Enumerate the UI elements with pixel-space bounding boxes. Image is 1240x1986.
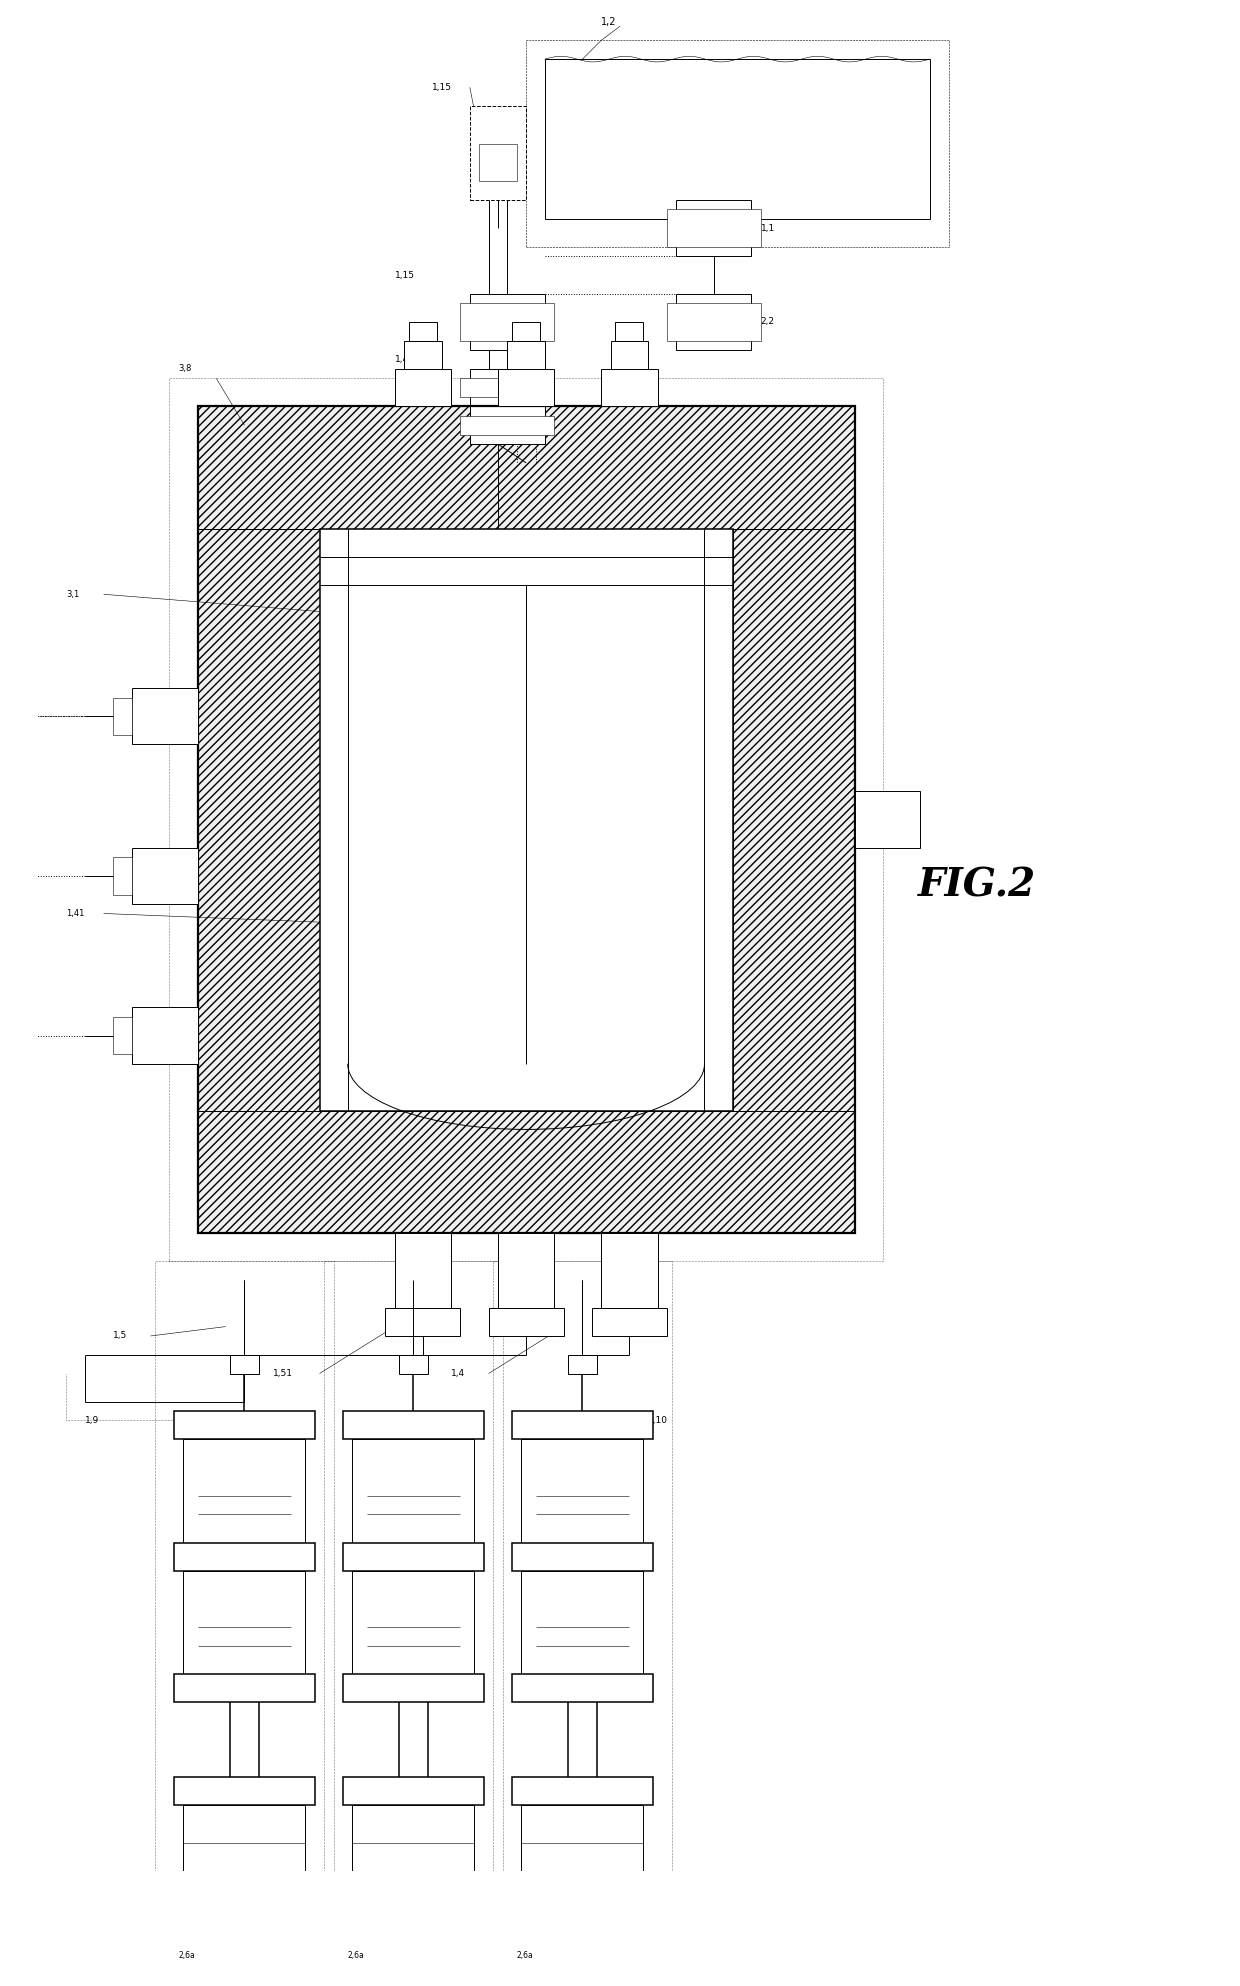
Bar: [174, 1543, 315, 1571]
Bar: [460, 377, 554, 397]
Text: 2,6a: 2,6a: [179, 1950, 196, 1960]
Bar: [174, 1412, 315, 1440]
Bar: [170, 377, 883, 1261]
Bar: [113, 858, 131, 896]
Bar: [494, 1261, 672, 1986]
Bar: [470, 407, 544, 445]
Text: 2,2: 2,2: [761, 318, 775, 326]
Text: 1,1: 1,1: [761, 224, 775, 232]
Bar: [343, 1918, 484, 1946]
Bar: [155, 1261, 334, 1986]
Bar: [591, 1309, 667, 1337]
Text: 3,8: 3,8: [179, 365, 192, 373]
Bar: [231, 1354, 258, 1374]
Bar: [399, 1354, 428, 1374]
Text: 1,3: 1,3: [394, 393, 409, 401]
Bar: [470, 369, 544, 407]
Text: 1,15: 1,15: [433, 83, 453, 91]
Bar: [174, 1918, 315, 1946]
Bar: [113, 1017, 131, 1055]
Bar: [615, 322, 644, 342]
Bar: [352, 1805, 475, 1918]
Bar: [601, 369, 657, 407]
Bar: [667, 209, 761, 246]
Bar: [512, 1543, 653, 1571]
Bar: [386, 1309, 460, 1337]
Text: 1,4: 1,4: [394, 355, 409, 363]
Bar: [174, 1984, 315, 1986]
Text: 1,5: 1,5: [113, 1331, 128, 1341]
Bar: [854, 792, 920, 848]
Bar: [343, 1543, 484, 1571]
Bar: [521, 1805, 644, 1918]
Bar: [521, 1571, 644, 1674]
Text: 1,15: 1,15: [394, 270, 414, 280]
Bar: [343, 1412, 484, 1440]
Text: 1,4: 1,4: [451, 1368, 465, 1378]
Bar: [521, 1440, 644, 1543]
Bar: [512, 1777, 653, 1805]
Text: FIG.2: FIG.2: [918, 866, 1035, 904]
Bar: [324, 1261, 502, 1986]
Bar: [404, 342, 441, 369]
Bar: [507, 342, 544, 369]
Bar: [676, 201, 751, 256]
Bar: [667, 304, 761, 342]
Bar: [174, 1674, 315, 1702]
Bar: [568, 1354, 596, 1374]
Bar: [174, 1777, 315, 1805]
Bar: [498, 369, 554, 407]
Bar: [512, 1674, 653, 1702]
Bar: [197, 1110, 854, 1233]
Bar: [544, 60, 930, 218]
Bar: [197, 407, 854, 1233]
Text: 1,4: 1,4: [573, 862, 588, 872]
Bar: [512, 322, 541, 342]
Bar: [352, 1440, 475, 1543]
Text: 2,6a: 2,6a: [517, 1950, 533, 1960]
Text: 1,2: 1,2: [601, 16, 616, 26]
Text: 1,9: 1,9: [84, 1416, 99, 1426]
Text: 2,6a: 2,6a: [347, 1950, 365, 1960]
Bar: [470, 105, 526, 201]
Text: 1,10: 1,10: [649, 1416, 668, 1426]
Bar: [320, 528, 733, 1110]
Bar: [394, 369, 451, 407]
Bar: [733, 528, 854, 1110]
Text: 1,41: 1,41: [66, 910, 84, 918]
Bar: [343, 1984, 484, 1986]
Bar: [479, 143, 517, 181]
Bar: [601, 1233, 657, 1309]
Bar: [460, 415, 554, 435]
Bar: [470, 294, 544, 350]
Bar: [343, 1777, 484, 1805]
Bar: [352, 1571, 475, 1674]
Bar: [197, 528, 320, 1110]
Bar: [197, 407, 854, 528]
Bar: [343, 1674, 484, 1702]
Bar: [512, 1412, 653, 1440]
Bar: [131, 848, 197, 904]
Bar: [676, 294, 751, 350]
Bar: [526, 40, 949, 246]
Bar: [131, 689, 197, 745]
Bar: [184, 1805, 305, 1918]
Text: 1,51: 1,51: [273, 1368, 293, 1378]
Bar: [184, 1440, 305, 1543]
Bar: [409, 322, 436, 342]
Bar: [184, 1571, 305, 1674]
Bar: [498, 1233, 554, 1309]
Bar: [512, 1984, 653, 1986]
Bar: [512, 1918, 653, 1946]
Bar: [131, 1007, 197, 1064]
Bar: [113, 697, 131, 735]
Text: 1,15: 1,15: [413, 346, 432, 355]
Text: 3,1: 3,1: [66, 590, 79, 598]
Bar: [610, 342, 649, 369]
Bar: [394, 1233, 451, 1309]
Bar: [460, 304, 554, 342]
Bar: [489, 1309, 564, 1337]
